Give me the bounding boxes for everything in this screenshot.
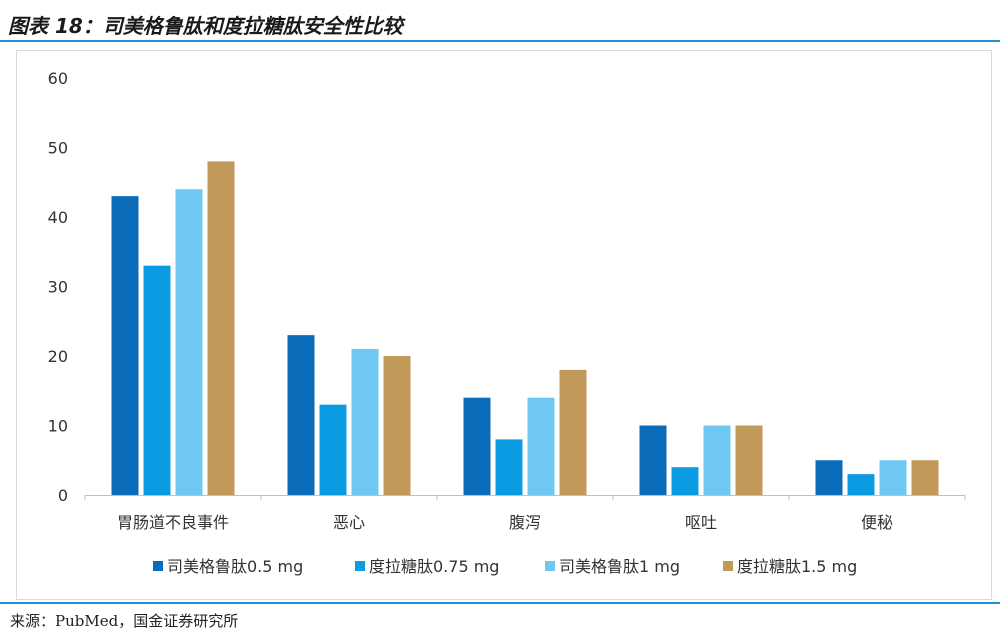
legend-swatch: [723, 561, 733, 571]
y-tick-label: 60: [48, 69, 68, 88]
bar: [703, 425, 731, 495]
x-tick-label: 便秘: [861, 513, 893, 532]
x-tick-label: 恶心: [333, 513, 365, 532]
x-tick-label: 腹泻: [509, 513, 541, 532]
legend-swatch: [153, 561, 163, 571]
y-tick-label: 30: [48, 278, 68, 297]
legend-label: 司美格鲁肽0.5 mg: [167, 557, 303, 576]
bar: [351, 349, 379, 495]
bar: [879, 460, 907, 495]
y-tick-label: 40: [48, 208, 68, 227]
bar: [815, 460, 843, 495]
legend-label: 司美格鲁肽1 mg: [559, 557, 680, 576]
legend: 司美格鲁肽0.5 mg 度拉糖肽0.75 mg 司美格鲁肽1 mg 度拉糖肽1.5 m…: [153, 557, 857, 576]
source-rule: [0, 602, 1000, 604]
y-tick-label: 0: [58, 486, 68, 505]
figure-title: 图表 18：司美格鲁肽和度拉糖肽安全性比较: [8, 14, 403, 38]
bar: [287, 335, 315, 495]
bar: [319, 404, 347, 495]
source-note: 来源：PubMed，国金证券研究所: [10, 612, 239, 630]
legend-label: 度拉糖肽0.75 mg: [369, 557, 499, 576]
bar: [527, 397, 555, 495]
x-tick-label: 呕吐: [685, 513, 717, 532]
bar: [175, 189, 203, 495]
x-tick-label: 胃肠道不良事件: [117, 513, 229, 532]
legend-label: 度拉糖肽1.5 mg: [737, 557, 857, 576]
bar: [671, 467, 699, 495]
bar: [639, 425, 667, 495]
bars: [111, 161, 939, 495]
legend-swatch: [355, 561, 365, 571]
bar: [207, 161, 235, 495]
y-tick-label: 20: [48, 347, 68, 366]
title-rule: [0, 40, 1000, 42]
bar: [143, 265, 171, 495]
y-tick-label: 10: [48, 417, 68, 436]
y-axis: 0 10 20 30 40 50 60: [48, 69, 68, 505]
bar: [463, 397, 491, 495]
bar: [559, 369, 587, 495]
bar: [111, 196, 139, 495]
bar: [495, 439, 523, 495]
bar: [911, 460, 939, 495]
bar: [735, 425, 763, 495]
x-axis-labels: 胃肠道不良事件 恶心 腹泻 呕吐 便秘: [84, 495, 966, 532]
bar: [847, 474, 875, 495]
legend-swatch: [545, 561, 555, 571]
y-tick-label: 50: [48, 139, 68, 158]
chart-frame: [16, 50, 992, 600]
bar: [383, 356, 411, 495]
